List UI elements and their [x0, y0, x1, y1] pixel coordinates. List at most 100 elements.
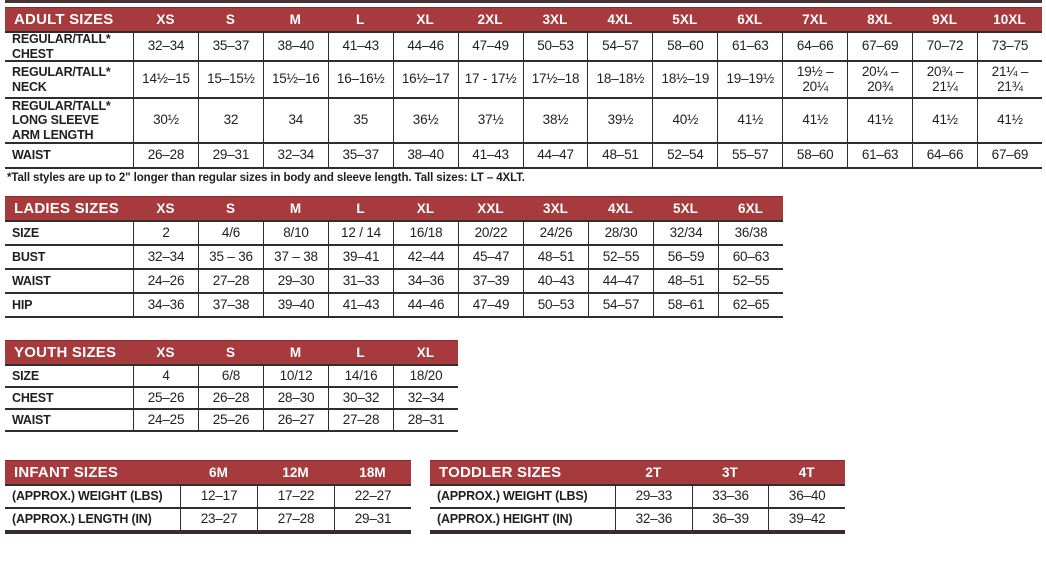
row-label-size: SIZE — [12, 368, 39, 383]
infant-sizes-table: INFANT SIZES 6M 12M 18M (APPROX.) WEIGHT (… — [5, 460, 411, 534]
ladies-waist-row: WAIST 24–26 27–28 29–30 31–33 34–36 37–39 40–4… — [5, 268, 783, 292]
size-column-header: M — [289, 201, 302, 216]
size-column-header: 3T — [722, 465, 738, 480]
size-column-header: 4T — [798, 465, 815, 480]
size-column-header: M — [289, 12, 301, 27]
size-column-header: 6XL — [737, 12, 763, 27]
table-cell: 36–40 — [768, 486, 845, 507]
adult-size-column-headers: XS S M L XL 2XL 3XL 4XL 5XL 6XL 7XL 8XL 9XL 10XL — [133, 8, 1042, 31]
size-column-header: 7XL — [802, 12, 828, 27]
table-cell: 22–27 — [334, 486, 411, 507]
table-cell: 19½ – 20¼ — [782, 62, 847, 97]
table-cell: 18–18½ — [587, 62, 652, 97]
height-values: 32–36 36–39 39–42 — [615, 509, 845, 530]
table-cell: 23–27 — [180, 509, 257, 530]
waist-values: 24–26 27–28 29–30 31–33 34–36 37–39 40–43 44–47… — [133, 270, 783, 292]
toddler-sizes-table: TODDLER SIZES 2T 3T 4T (APPROX.) WEIGHT (L… — [430, 460, 845, 534]
table-cell: 2 — [133, 222, 198, 244]
size-column-header: M — [289, 345, 302, 360]
adult-arm-length-row: REGULAR/TALL* LONG SLEEVE ARM LENGTH 30½… — [5, 97, 1042, 142]
table-cell: 38½ — [522, 99, 588, 142]
youth-header-row: YOUTH SIZES XS S M L XL — [5, 340, 458, 364]
table-cell: 64–66 — [782, 33, 847, 60]
table-cell: 18/20 — [393, 366, 458, 386]
table-cell: 58–60 — [782, 144, 847, 167]
adult-header-row: ADULT SIZES XS S M L XL 2XL 3XL 4XL 5XL 6XL 7XL 8XL… — [5, 7, 1042, 31]
ladies-size-row: SIZE 2 4/6 8/10 12 / 14 16/18 20/22 24/26 28/30… — [5, 220, 783, 244]
size-column-header: S — [225, 12, 235, 27]
size-column-header: XS — [156, 201, 175, 216]
table-cell: 6/8 — [198, 366, 263, 386]
table-cell: 70–72 — [912, 33, 977, 60]
table-cell: 32–34 — [133, 246, 198, 268]
size-column-header: 2T — [645, 465, 662, 480]
table-cell: 26–27 — [263, 410, 328, 430]
table-cell: 12–17 — [180, 486, 257, 507]
row-label-weight: (APPROX.) WEIGHT (LBS) — [437, 489, 588, 504]
infant-toddler-section: INFANT SIZES 6M 12M 18M (APPROX.) WEIGHT (… — [5, 460, 1042, 534]
neck-values: 14½–15 15–15½ 15½–16 16–16½ 16½–17 17 - 17½ 17… — [133, 62, 1042, 97]
size-column-header: XL — [416, 345, 435, 360]
table-cell: 48–51 — [587, 144, 652, 167]
table-cell: 64–66 — [912, 144, 977, 167]
table-cell: 21¼ – 21¾ — [976, 62, 1042, 97]
table-cell: 55–57 — [717, 144, 782, 167]
table-cell: 26–28 — [133, 144, 198, 167]
table-cell: 32–36 — [615, 509, 692, 530]
table-cell: 28–30 — [263, 388, 328, 408]
table-cell: 24–26 — [133, 270, 198, 292]
arm-length-values: 30½ 32 34 35 36½ 37½ 38½ 39½ 40½ 41½ 41½ 41½ 41½ 41½ — [133, 99, 1042, 142]
size-column-header: S — [225, 345, 236, 360]
hip-values: 34–36 37–38 39–40 41–43 44–46 47–49 50–53 54–57… — [133, 294, 783, 316]
table-cell: 44–46 — [393, 294, 458, 316]
size-column-header: L — [356, 345, 365, 360]
top-rule-divider — [5, 0, 1042, 3]
ladies-bust-row: BUST 32–34 35 – 36 37 – 38 39–41 42–44 45–47 4… — [5, 244, 783, 268]
size-column-header: 18M — [359, 465, 386, 480]
table-cell: 16/18 — [393, 222, 458, 244]
table-cell: 4/6 — [198, 222, 263, 244]
waist-values: 26–28 29–31 32–34 35–37 38–40 41–43 44–47 48–51… — [133, 144, 1042, 167]
row-label-bust: BUST — [12, 249, 46, 264]
table-cell: 35–37 — [197, 33, 263, 60]
table-cell: 39–42 — [768, 509, 845, 530]
table-cell: 39–40 — [263, 294, 328, 316]
table-cell: 58–61 — [653, 294, 718, 316]
size-column-header: S — [225, 201, 236, 216]
table-cell: 34 — [262, 99, 328, 142]
table-cell: 50–53 — [523, 294, 588, 316]
table-cell: 29–31 — [334, 509, 411, 530]
table-cell: 20/22 — [458, 222, 523, 244]
table-cell: 29–31 — [197, 144, 263, 167]
row-label-waist: WAIST — [12, 273, 51, 288]
chest-values: 32–34 35–37 38–40 41–43 44–46 47–49 50–53 54–57… — [133, 33, 1042, 60]
infant-weight-row: (APPROX.) WEIGHT (LBS) 12–17 17–22 22–27 — [5, 484, 411, 507]
size-column-header: L — [356, 201, 365, 216]
size-column-header: XL — [416, 201, 435, 216]
youth-chest-row: CHEST 25–26 26–28 28–30 30–32 32–34 — [5, 386, 458, 408]
size-column-header: 6M — [209, 465, 228, 480]
table-cell: 41½ — [912, 99, 977, 142]
table-cell: 32 — [197, 99, 263, 142]
table-cell: 37–39 — [458, 270, 523, 292]
table-cell: 28/30 — [588, 222, 653, 244]
size-column-header: 8XL — [867, 12, 893, 27]
table-cell: 47–49 — [457, 33, 523, 60]
table-cell: 61–63 — [847, 144, 912, 167]
table-cell: 10/12 — [263, 366, 328, 386]
table-cell: 45–47 — [458, 246, 523, 268]
waist-values: 24–25 25–26 26–27 27–28 28–31 — [133, 410, 458, 430]
table-cell: 27–28 — [198, 270, 263, 292]
size-column-header: 2XL — [477, 12, 503, 27]
tall-sizes-footnote: *Tall styles are up to 2" longer than re… — [7, 172, 525, 184]
table-cell: 41–43 — [327, 33, 393, 60]
row-label-length: (APPROX.) LENGTH (IN) — [12, 512, 152, 527]
ladies-sizes-table: LADIES SIZES XS S M L XL XXL 3XL 4XL 5XL 6XL SIZE… — [5, 196, 783, 318]
table-cell: 44–47 — [588, 270, 653, 292]
table-cell: 17½–18 — [522, 62, 588, 97]
toddler-table-title: TODDLER SIZES — [439, 464, 562, 481]
table-cell: 41½ — [976, 99, 1042, 142]
ladies-header-row: LADIES SIZES XS S M L XL XXL 3XL 4XL 5XL 6XL — [5, 196, 783, 220]
table-cell: 37 – 38 — [263, 246, 328, 268]
table-cell: 34–36 — [393, 270, 458, 292]
